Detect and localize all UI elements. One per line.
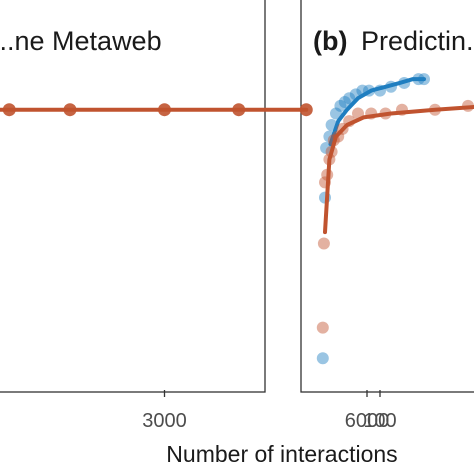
- panel-b-fit-line: [328, 77, 426, 147]
- panel-a-point: [158, 103, 171, 117]
- panel-b-point: [316, 321, 329, 334]
- panel-b-point: [334, 99, 347, 112]
- x-axis-title: Number of interactions: [166, 441, 397, 467]
- panel-a-frame: [0, 0, 266, 393]
- panel-b-title-text: Predictin...: [361, 26, 474, 56]
- panel-a-x-ticks: 030006000: [142, 390, 390, 432]
- panel-b-point: [316, 352, 329, 365]
- panel-b-letter: (b): [313, 26, 347, 56]
- panel-b-frame: [300, 0, 474, 393]
- panel-b-point: [338, 96, 351, 109]
- panel-b-title: (b) Predictin...: [313, 26, 474, 56]
- panel-b-x-ticks: 100: [363, 390, 397, 432]
- panel-a-x-tick-label: 3000: [142, 410, 187, 432]
- panel-b-fit-line: [323, 105, 474, 235]
- panel-b-point: [343, 92, 356, 105]
- panel-a-point: [63, 103, 77, 117]
- panel-b-marks: [316, 73, 474, 365]
- panel-a-point: [232, 103, 246, 117]
- panel-b-x-tick-label: 100: [363, 410, 396, 432]
- panel-a-point: [299, 103, 313, 117]
- panel-a-title: ...ne Metaweb: [0, 26, 162, 56]
- panel-b-point: [317, 237, 330, 250]
- panel-a-point: [2, 103, 16, 117]
- panel-a-marks: [0, 103, 313, 117]
- panel-a-x-tick-label: 6000: [345, 410, 390, 432]
- panel-b-point: [330, 107, 342, 120]
